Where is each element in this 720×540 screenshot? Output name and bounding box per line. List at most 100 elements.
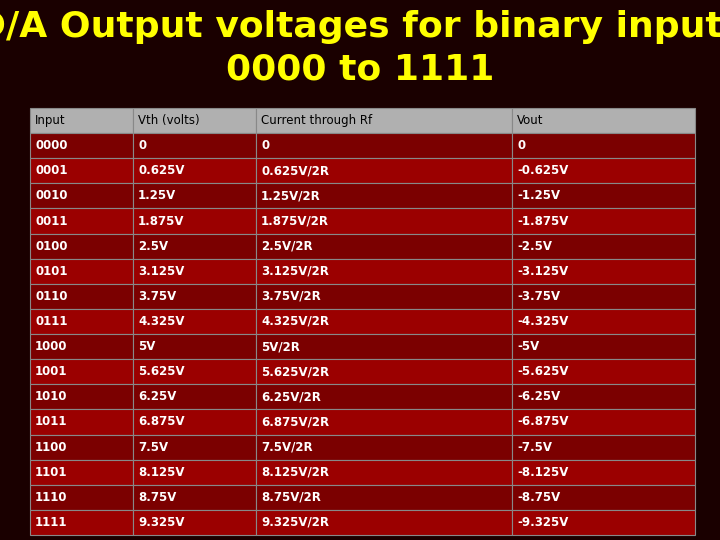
Bar — [133, 108, 256, 133]
Bar — [512, 259, 695, 284]
Bar — [512, 334, 695, 359]
Bar — [256, 485, 512, 510]
Bar — [512, 208, 695, 234]
Bar — [30, 334, 133, 359]
Bar — [256, 208, 512, 234]
Bar — [512, 234, 695, 259]
Text: -1.875V: -1.875V — [517, 214, 569, 227]
Text: -5V: -5V — [517, 340, 539, 353]
Text: 7.5V: 7.5V — [138, 441, 168, 454]
Text: 6.875V/2R: 6.875V/2R — [261, 415, 329, 428]
Text: Vth (volts): Vth (volts) — [138, 114, 199, 127]
Text: 3.75V: 3.75V — [138, 290, 176, 303]
Text: 3.125V/2R: 3.125V/2R — [261, 265, 329, 278]
Bar — [133, 334, 256, 359]
Text: -1.25V: -1.25V — [517, 190, 560, 202]
Bar — [133, 184, 256, 208]
Bar — [30, 409, 133, 435]
Bar — [256, 108, 512, 133]
Bar — [133, 384, 256, 409]
Text: 6.25V/2R: 6.25V/2R — [261, 390, 321, 403]
Text: 9.325V/2R: 9.325V/2R — [261, 516, 329, 529]
Bar — [30, 284, 133, 309]
Text: 1001: 1001 — [35, 365, 68, 378]
Bar — [256, 460, 512, 485]
Text: 5.625V: 5.625V — [138, 365, 185, 378]
Bar — [512, 384, 695, 409]
Text: 1.875V: 1.875V — [138, 214, 184, 227]
Text: 1111: 1111 — [35, 516, 68, 529]
Bar — [256, 435, 512, 460]
Text: 7.5V/2R: 7.5V/2R — [261, 441, 312, 454]
Text: -8.75V: -8.75V — [517, 491, 560, 504]
Bar — [133, 409, 256, 435]
Bar — [256, 284, 512, 309]
Bar — [30, 485, 133, 510]
Bar — [133, 234, 256, 259]
Bar — [256, 234, 512, 259]
Bar — [256, 409, 512, 435]
Text: -3.75V: -3.75V — [517, 290, 560, 303]
Text: 0011: 0011 — [35, 214, 68, 227]
Text: 0001: 0001 — [35, 164, 68, 177]
Text: 8.75V/2R: 8.75V/2R — [261, 491, 321, 504]
Bar — [30, 309, 133, 334]
Bar — [133, 208, 256, 234]
Text: 0111: 0111 — [35, 315, 68, 328]
Bar — [133, 510, 256, 535]
Text: 1101: 1101 — [35, 465, 68, 478]
Text: -8.125V: -8.125V — [517, 465, 569, 478]
Bar — [30, 510, 133, 535]
Bar — [30, 359, 133, 384]
Text: 6.875V: 6.875V — [138, 415, 185, 428]
Bar — [512, 435, 695, 460]
Bar — [256, 510, 512, 535]
Text: 0000: 0000 — [35, 139, 68, 152]
Text: 4.325V/2R: 4.325V/2R — [261, 315, 329, 328]
Text: -6.25V: -6.25V — [517, 390, 560, 403]
Text: 3.75V/2R: 3.75V/2R — [261, 290, 321, 303]
Bar — [256, 309, 512, 334]
Bar — [133, 359, 256, 384]
Text: 6.25V: 6.25V — [138, 390, 176, 403]
Text: 1011: 1011 — [35, 415, 68, 428]
Bar — [256, 158, 512, 184]
Bar — [133, 284, 256, 309]
Text: 2.5V/2R: 2.5V/2R — [261, 240, 312, 253]
Bar — [512, 133, 695, 158]
Text: -7.5V: -7.5V — [517, 441, 552, 454]
Text: 1110: 1110 — [35, 491, 68, 504]
Bar — [512, 510, 695, 535]
Bar — [30, 259, 133, 284]
Text: Current through Rf: Current through Rf — [261, 114, 372, 127]
Text: 0: 0 — [261, 139, 269, 152]
Bar — [133, 158, 256, 184]
Text: -4.325V: -4.325V — [517, 315, 569, 328]
Bar — [133, 259, 256, 284]
Text: 5.625V/2R: 5.625V/2R — [261, 365, 329, 378]
Bar — [256, 133, 512, 158]
Text: -2.5V: -2.5V — [517, 240, 552, 253]
Text: 9.325V: 9.325V — [138, 516, 184, 529]
Text: Vout: Vout — [517, 114, 544, 127]
Bar — [512, 359, 695, 384]
Bar — [512, 108, 695, 133]
Text: -3.125V: -3.125V — [517, 265, 568, 278]
Text: 1100: 1100 — [35, 441, 68, 454]
Bar — [133, 309, 256, 334]
Text: -5.625V: -5.625V — [517, 365, 569, 378]
Bar — [30, 435, 133, 460]
Bar — [30, 208, 133, 234]
Bar — [133, 485, 256, 510]
Bar — [133, 435, 256, 460]
Text: 1000: 1000 — [35, 340, 68, 353]
Bar — [30, 133, 133, 158]
Text: 0: 0 — [138, 139, 146, 152]
Text: -6.875V: -6.875V — [517, 415, 569, 428]
Bar — [133, 133, 256, 158]
Text: 0010: 0010 — [35, 190, 68, 202]
Text: 1010: 1010 — [35, 390, 68, 403]
Text: 8.75V: 8.75V — [138, 491, 176, 504]
Text: -0.625V: -0.625V — [517, 164, 569, 177]
Text: 0100: 0100 — [35, 240, 68, 253]
